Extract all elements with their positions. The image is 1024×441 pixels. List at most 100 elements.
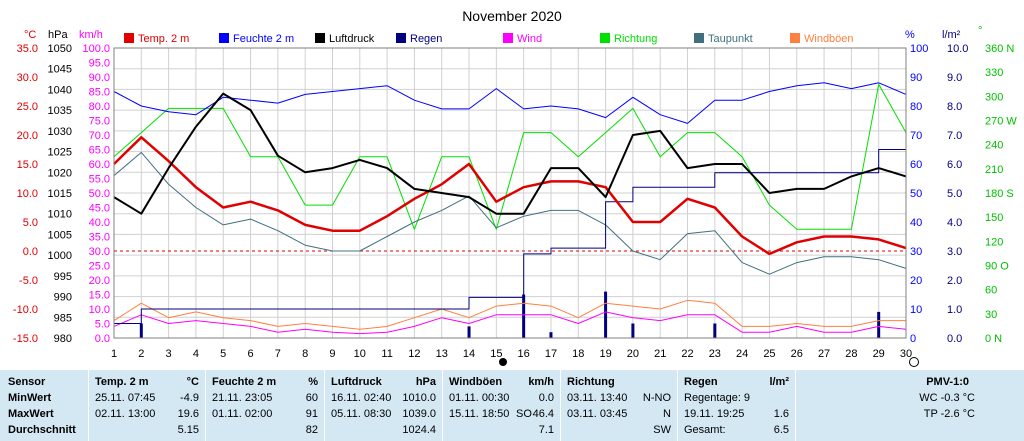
direction-unit-label: °	[978, 25, 982, 37]
x-tick-label: 15	[490, 348, 502, 360]
direction-tick-label: 60	[985, 285, 997, 297]
rain-bar	[549, 332, 553, 338]
wind-tick-label: 60.0	[89, 159, 110, 171]
temp-tick-label: 25.0	[17, 101, 38, 113]
wind-tick-label: 55.0	[89, 174, 110, 186]
x-tick-label: 29	[873, 348, 885, 360]
rain-tick-label: 8.0	[947, 101, 962, 113]
rain-tick-label: 9.0	[947, 72, 962, 84]
temp-min-time: 25.11. 07:45	[95, 392, 156, 404]
rain-bar	[139, 323, 143, 338]
humidity-tick-label: 50	[910, 188, 922, 200]
x-tick-label: 12	[408, 348, 420, 360]
series-line-feuchte-2-m	[113, 82, 907, 124]
direction-tick-label: 90 O	[985, 261, 1009, 273]
wind-tick-label: 35.0	[89, 232, 110, 244]
pressure-tick-label: 1050	[48, 43, 72, 55]
temp-unit-label: °C	[24, 29, 36, 41]
legend-swatch	[600, 33, 610, 43]
weather-chart: November 2020 Temp. 2 m Feuchte 2 m Luftdr…	[13, 8, 1017, 367]
rain-days: Regentage: 9	[684, 392, 751, 404]
x-tick-label: 21	[654, 348, 666, 360]
direction-tick-label: 240	[985, 140, 1003, 152]
humidity-tick-label: 100	[910, 43, 928, 55]
gust-max-time: 15.11. 18:50	[449, 408, 510, 420]
x-tick-label: 23	[709, 348, 721, 360]
gust-avg-value: 7.1	[538, 424, 554, 436]
press-avg-value: 1024.4	[402, 424, 436, 436]
x-tick-label: 4	[193, 348, 199, 360]
rain-tick-label: 3.0	[947, 246, 962, 258]
rain-tick-label: 10.0	[947, 43, 968, 55]
avg-row-label: Durchschnitt	[8, 424, 76, 436]
x-tick-label: 10	[354, 348, 366, 360]
new-moon-icon	[499, 358, 507, 366]
press-header: Luftdruck	[331, 376, 382, 388]
stats-rain-col: Regen l/m² Regentage: 9 19.11. 19:25 1.6 G…	[677, 370, 795, 441]
gust-min-time: 01.11. 00:30	[449, 392, 510, 404]
direction-tick-label: 120	[985, 236, 1003, 248]
humidity-tick-label: 10	[910, 304, 922, 316]
humidity-tick-label: 60	[910, 159, 922, 171]
rain-bar	[467, 326, 471, 338]
hum-min-value: 60	[305, 392, 318, 404]
rain-bar	[604, 291, 608, 338]
pressure-tick-label: 1000	[48, 250, 72, 262]
series-line-luftdruck	[113, 92, 907, 215]
hum-min-time: 21.11. 23:05	[212, 392, 273, 404]
temp-tick-label: -10.0	[13, 304, 38, 316]
wind-tick-label: 10.0	[89, 304, 110, 316]
pmv-wc: WC -0.3 °C	[919, 392, 975, 404]
x-tick-label: 19	[599, 348, 611, 360]
legend-swatch	[503, 33, 513, 43]
legend-swatch	[315, 33, 325, 43]
temp-max-time: 02.11. 13:00	[95, 408, 156, 420]
wind-tick-label: 30.0	[89, 246, 110, 258]
x-tick-label: 3	[166, 348, 172, 360]
grid	[113, 47, 907, 339]
legend-label: Feuchte 2 m	[233, 33, 294, 45]
pmv-header: PMV-1:0	[926, 376, 969, 388]
legend-label: Richtung	[614, 33, 657, 45]
wind-tick-label: 20.0	[89, 275, 110, 287]
legend: Temp. 2 m Feuchte 2 m Luftdruck Regen Wind Ri…	[124, 33, 854, 45]
wind-tick-label: 90.0	[89, 72, 110, 84]
legend-label: Wind	[517, 33, 542, 45]
x-tick-label: 2	[138, 348, 144, 360]
x-tick-label: 24	[736, 348, 748, 360]
stats-sensor-col: Sensor MinWert MaxWert Durchschnitt	[0, 370, 88, 441]
series-line-richtung	[113, 83, 907, 230]
temp-min-value: -4.9	[180, 392, 199, 404]
rain-bar	[877, 311, 881, 338]
legend-label: Luftdruck	[329, 33, 375, 45]
min-row-label: MinWert	[8, 392, 52, 404]
direction-tick-label: 210	[985, 164, 1003, 176]
rain-tick-label: 6.0	[947, 159, 962, 171]
temp-tick-label: 0.0	[23, 246, 38, 258]
hum-unit: %	[308, 376, 318, 388]
rain-tick-label: 4.0	[947, 217, 962, 229]
rain-bar	[631, 323, 635, 338]
x-tick-label: 13	[436, 348, 448, 360]
rain-tick-label: 5.0	[947, 188, 962, 200]
temp-max-value: 19.6	[177, 408, 199, 420]
temp-tick-label: 35.0	[17, 43, 38, 55]
temp-tick-label: 30.0	[17, 72, 38, 84]
pressure-tick-label: 980	[54, 333, 72, 345]
humidity-unit-label: %	[905, 29, 915, 41]
temp-tick-label: 5.0	[23, 217, 38, 229]
temp-avg-value: 5.15	[177, 424, 199, 436]
humidity-tick-label: 30	[910, 246, 922, 258]
rain-max-value: 1.6	[773, 408, 789, 420]
series	[113, 82, 907, 338]
dir-header: Richtung	[567, 376, 615, 388]
stats-humidity-col: Feuchte 2 m% 21.11. 23:05 60 01.11. 02:00…	[205, 370, 324, 441]
direction-tick-label: 270 W	[985, 116, 1017, 128]
press-max-value: 1039.0	[402, 408, 436, 420]
series-line-temp-2-m	[113, 136, 907, 256]
pressure-tick-label: 1005	[48, 229, 72, 241]
wind-unit-label: km/h	[79, 29, 103, 41]
wind-tick-label: 100.0	[82, 43, 110, 55]
press-unit: hPa	[415, 376, 436, 388]
direction-tick-label: 30	[985, 309, 997, 321]
